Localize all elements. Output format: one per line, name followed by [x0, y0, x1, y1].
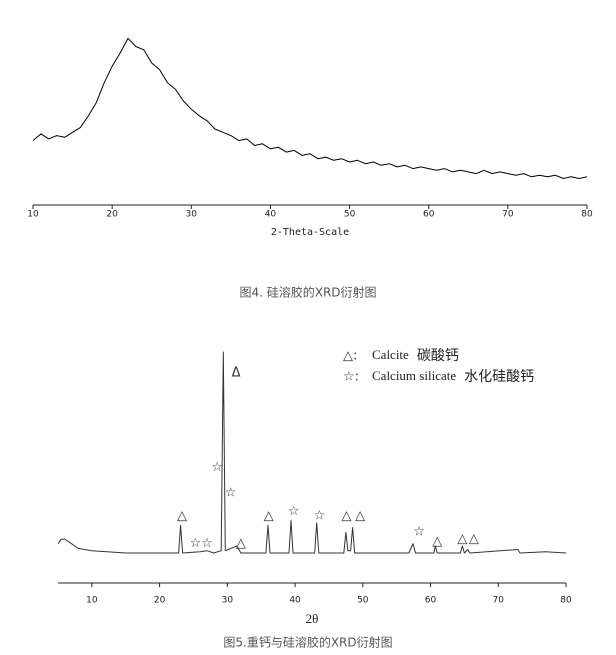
x-tick-label: 30: [222, 596, 234, 606]
x-tick-label: 10: [27, 210, 39, 220]
x-tick-label: 40: [265, 210, 277, 220]
peak-marker: ☆: [314, 509, 326, 524]
x-tick-label: 70: [493, 596, 505, 606]
x-tick-label: 70: [502, 210, 514, 220]
peak-marker: ☆: [211, 460, 223, 475]
x-axis-label: 2θ: [306, 611, 319, 626]
x-tick-label: 20: [106, 210, 118, 220]
caption: 图5.重钙与硅溶胶的XRD衍射图: [223, 635, 392, 650]
peak-marker: △: [236, 536, 246, 551]
peak-marker: ☆: [201, 536, 213, 551]
x-tick-label: 50: [344, 210, 356, 220]
legend-symbol: ☆:: [343, 370, 359, 385]
xrd-line: [57, 351, 567, 554]
x-tick-label: 10: [86, 596, 98, 606]
x-tick-label: 80: [581, 210, 593, 220]
xrd-line: [32, 37, 588, 179]
x-axis-label: 2-Theta-Scale: [271, 227, 349, 238]
peak-marker: △: [264, 509, 274, 524]
peak-marker: ☆: [225, 485, 237, 500]
x-tick-label: 50: [357, 596, 369, 606]
x-tick-label: 40: [289, 596, 301, 606]
legend-name-zh: 碳酸钙: [417, 348, 459, 364]
peak-marker: ☆: [413, 525, 425, 540]
peak-marker: △: [177, 509, 187, 524]
peak-marker: △: [457, 532, 467, 547]
caption: 图4. 硅溶胶的XRD衍射图: [239, 285, 376, 300]
legend-name: Calcium silicate: [372, 368, 456, 383]
x-tick-label: 20: [154, 596, 166, 606]
peak-marker: △: [342, 509, 352, 524]
legend-name: Calcite: [372, 347, 409, 362]
x-tick-label: 60: [423, 210, 435, 220]
x-tick-label: 30: [186, 210, 198, 220]
peak-marker: △: [432, 534, 442, 549]
x-tick-label: 80: [560, 596, 572, 606]
legend-symbol: △:: [343, 349, 357, 364]
peak-marker: ☆: [288, 504, 300, 519]
legend-name-zh: 水化硅酸钙: [464, 369, 534, 385]
x-tick-label: 60: [425, 596, 437, 606]
peak-marker: ☆: [190, 536, 202, 551]
peak-marker: △: [355, 509, 365, 524]
peak-marker: Δ: [232, 365, 241, 380]
peak-marker: △: [469, 532, 479, 547]
